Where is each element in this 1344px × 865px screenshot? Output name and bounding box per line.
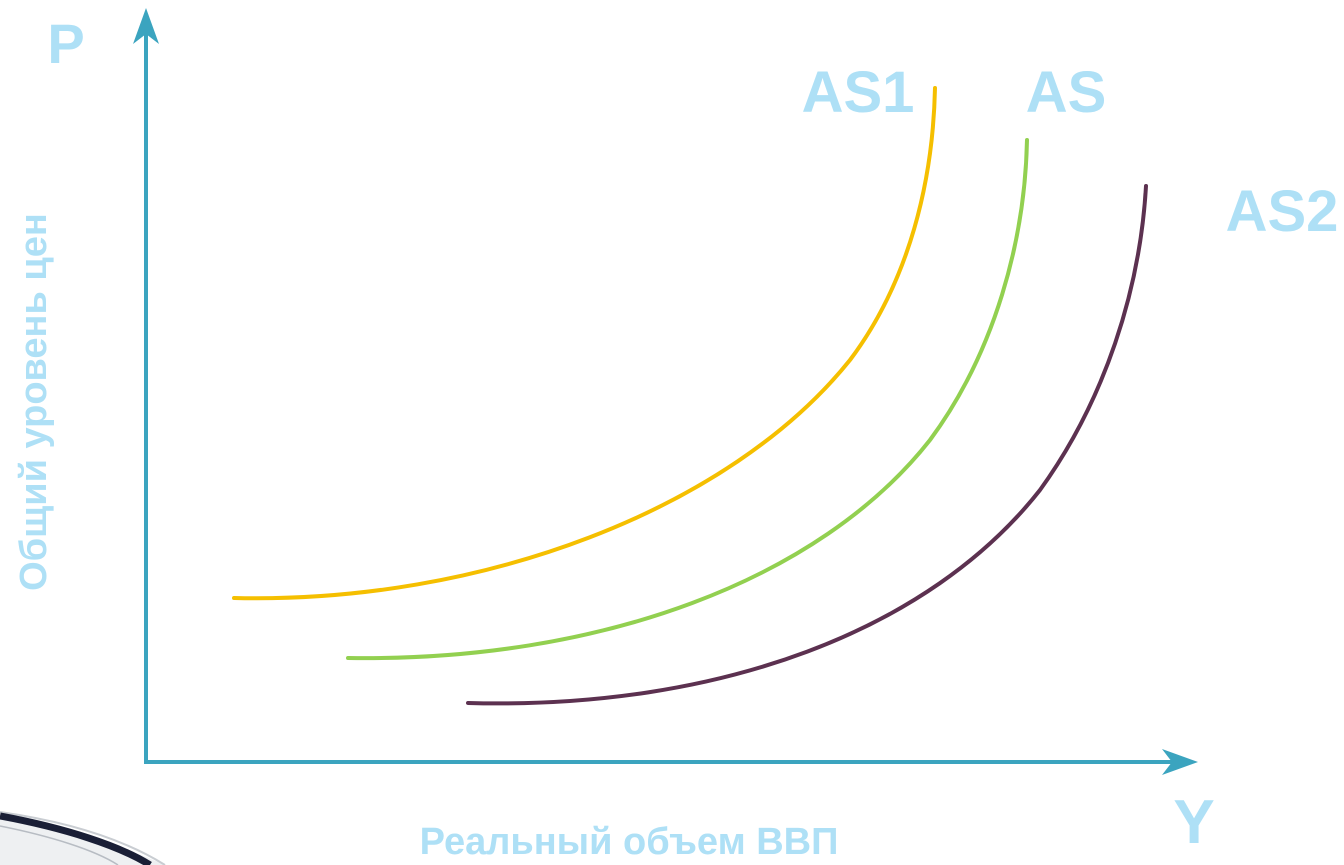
x-axis-arrowhead [1162, 749, 1198, 775]
y-axis-title: Общий уровень цен [13, 213, 55, 591]
x-axis-letter: Y [1173, 788, 1214, 857]
curve-as [346, 138, 1029, 661]
curve-label-as: AS [1026, 60, 1107, 125]
curve-label-as1: AS1 [802, 60, 915, 125]
corner-decoration [0, 811, 166, 865]
y-axis-letter: P [47, 12, 84, 75]
curve-label-as2: AS2 [1226, 179, 1339, 244]
curve-as2 [466, 184, 1148, 706]
x-axis-title: Реальный объем ВВП [420, 821, 839, 863]
curve-as1 [232, 86, 937, 601]
axes [133, 8, 1198, 775]
y-axis-arrowhead [133, 8, 159, 44]
